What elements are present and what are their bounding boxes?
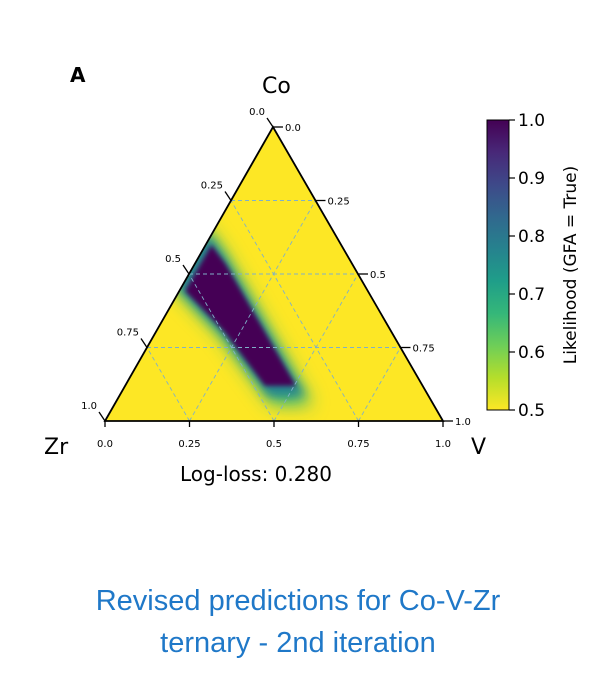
tick-label-v: 0.25	[328, 197, 350, 208]
tick-label-zr: 1.0	[435, 439, 451, 450]
tick-mark-co	[266, 117, 274, 128]
tick-mark-co	[98, 411, 106, 422]
colorbar-tick-label: 0.5	[518, 401, 545, 421]
gridline	[358, 347, 401, 421]
log-loss-annotation: Log-loss: 0.280	[180, 462, 332, 486]
gridline	[273, 273, 359, 421]
gridline	[189, 200, 316, 421]
ternary-gridlines	[146, 200, 401, 421]
ternary-ticks: 0.0 0.25 0.5 0.75 1.0 0.0 0.25 0.5 0.75 1.0 0.0 0.2…	[81, 107, 471, 450]
figure-caption: Revised predictions for Co-V-Zr ternary …	[0, 580, 596, 664]
tick-mark-co	[224, 191, 232, 201]
panel-label: A	[70, 63, 86, 87]
colorbar-tick-label: 0.7	[518, 285, 545, 305]
gridline	[188, 273, 275, 421]
likelihood-field	[170, 224, 313, 405]
colorbar-bar	[486, 119, 510, 411]
colorbar-ticks: 0.5 0.6 0.7 0.8 0.9 1.0	[509, 111, 545, 421]
tick-label-v: 0.75	[413, 344, 435, 355]
tick-mark-co	[182, 264, 190, 275]
tick-label-zr: 0.75	[347, 439, 369, 450]
caption-line-1: Revised predictions for Co-V-Zr	[95, 585, 501, 617]
ternary-plot: 0.0 0.25 0.5 0.75 1.0 0.0 0.25 0.5 0.75 1.0 0.0 0.2…	[44, 74, 486, 486]
gridline	[230, 200, 359, 421]
colorbar: 0.5 0.6 0.7 0.8 0.9 1.0 Likelihood (GFA = Tru…	[486, 111, 581, 421]
tick-label-v: 0.0	[285, 123, 301, 134]
colorbar-tick-label: 0.8	[518, 227, 545, 247]
corner-label-top: Co	[262, 74, 291, 99]
tick-label-co: 0.25	[201, 181, 223, 192]
tick-label-zr: 0.25	[178, 439, 200, 450]
colorbar-tick-label: 1.0	[518, 111, 545, 131]
tick-label-zr: 0.0	[97, 439, 113, 450]
colorbar-tick-label: 0.9	[518, 169, 545, 189]
tick-label-co: 0.75	[117, 328, 139, 339]
caption-line-2: ternary - 2nd iteration	[160, 627, 436, 659]
ternary-figure: A 0.0 0.25 0.5 0.75 1.00.00.250.50.751.00.00…	[44, 63, 581, 486]
corner-label-right: V	[471, 435, 486, 460]
tick-label-co: 1.0	[81, 401, 97, 412]
tick-mark-co	[140, 338, 148, 348]
corner-label-left: Zr	[44, 435, 69, 460]
tick-label-v: 1.0	[455, 417, 471, 428]
tick-label-co: 0.0	[249, 107, 265, 118]
colorbar-tick-label: 0.6	[518, 343, 545, 363]
likelihood-band-core	[185, 245, 296, 386]
tick-label-v: 0.5	[370, 270, 386, 281]
colorbar-label: Likelihood (GFA = True)	[561, 166, 581, 365]
gridline	[146, 347, 190, 421]
tick-label-zr: 0.5	[266, 439, 282, 450]
tick-label-co: 0.5	[165, 254, 181, 265]
